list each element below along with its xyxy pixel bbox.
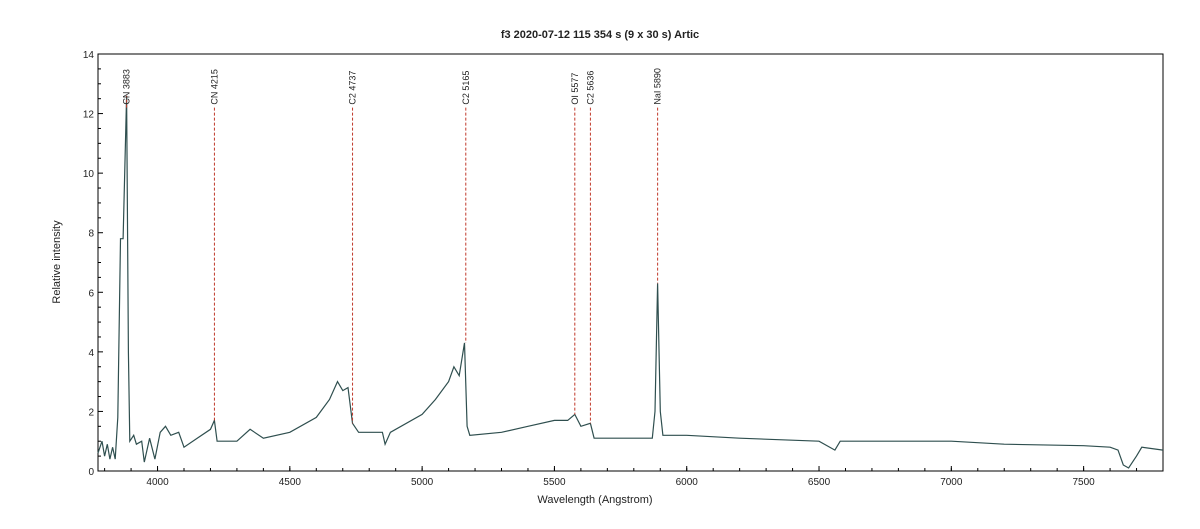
chart-title: f3 2020-07-12 115 354 s (9 x 30 s) Artic — [501, 29, 699, 41]
y-tick-label: 8 — [88, 229, 94, 240]
line-marker-label: C2 5165 — [461, 71, 471, 105]
x-axis-label: Wavelength (Angstrom) — [537, 494, 652, 506]
x-tick-label: 4500 — [279, 477, 302, 488]
line-marker-label: C2 4737 — [348, 71, 358, 105]
x-tick-label: 7500 — [1072, 477, 1095, 488]
y-tick-label: 4 — [88, 348, 94, 359]
y-tick-label: 10 — [83, 169, 95, 180]
line-marker-label: NaI 5890 — [653, 68, 663, 105]
x-tick-label: 7000 — [940, 477, 963, 488]
spectrum-line — [97, 95, 1164, 469]
y-axis-label: Relative intensity — [51, 220, 63, 304]
x-tick-label: 4000 — [146, 477, 169, 488]
x-tick-label: 6500 — [808, 477, 831, 488]
x-tick-label: 5000 — [411, 477, 434, 488]
line-marker-label: OI 5577 — [570, 73, 580, 105]
y-tick-label: 12 — [83, 110, 95, 121]
x-tick-label: 5500 — [543, 477, 566, 488]
x-tick-label: 6000 — [676, 477, 699, 488]
plot-frame — [97, 53, 1164, 472]
line-marker-label: CN 3883 — [122, 69, 132, 105]
line-marker-label: C2 5636 — [585, 71, 595, 105]
y-tick-label: 6 — [88, 288, 94, 299]
y-tick-label: 2 — [88, 407, 94, 418]
line-marker-label: CN 4215 — [209, 69, 219, 105]
y-tick-label: 0 — [88, 467, 94, 478]
y-tick-label: 14 — [83, 50, 95, 61]
